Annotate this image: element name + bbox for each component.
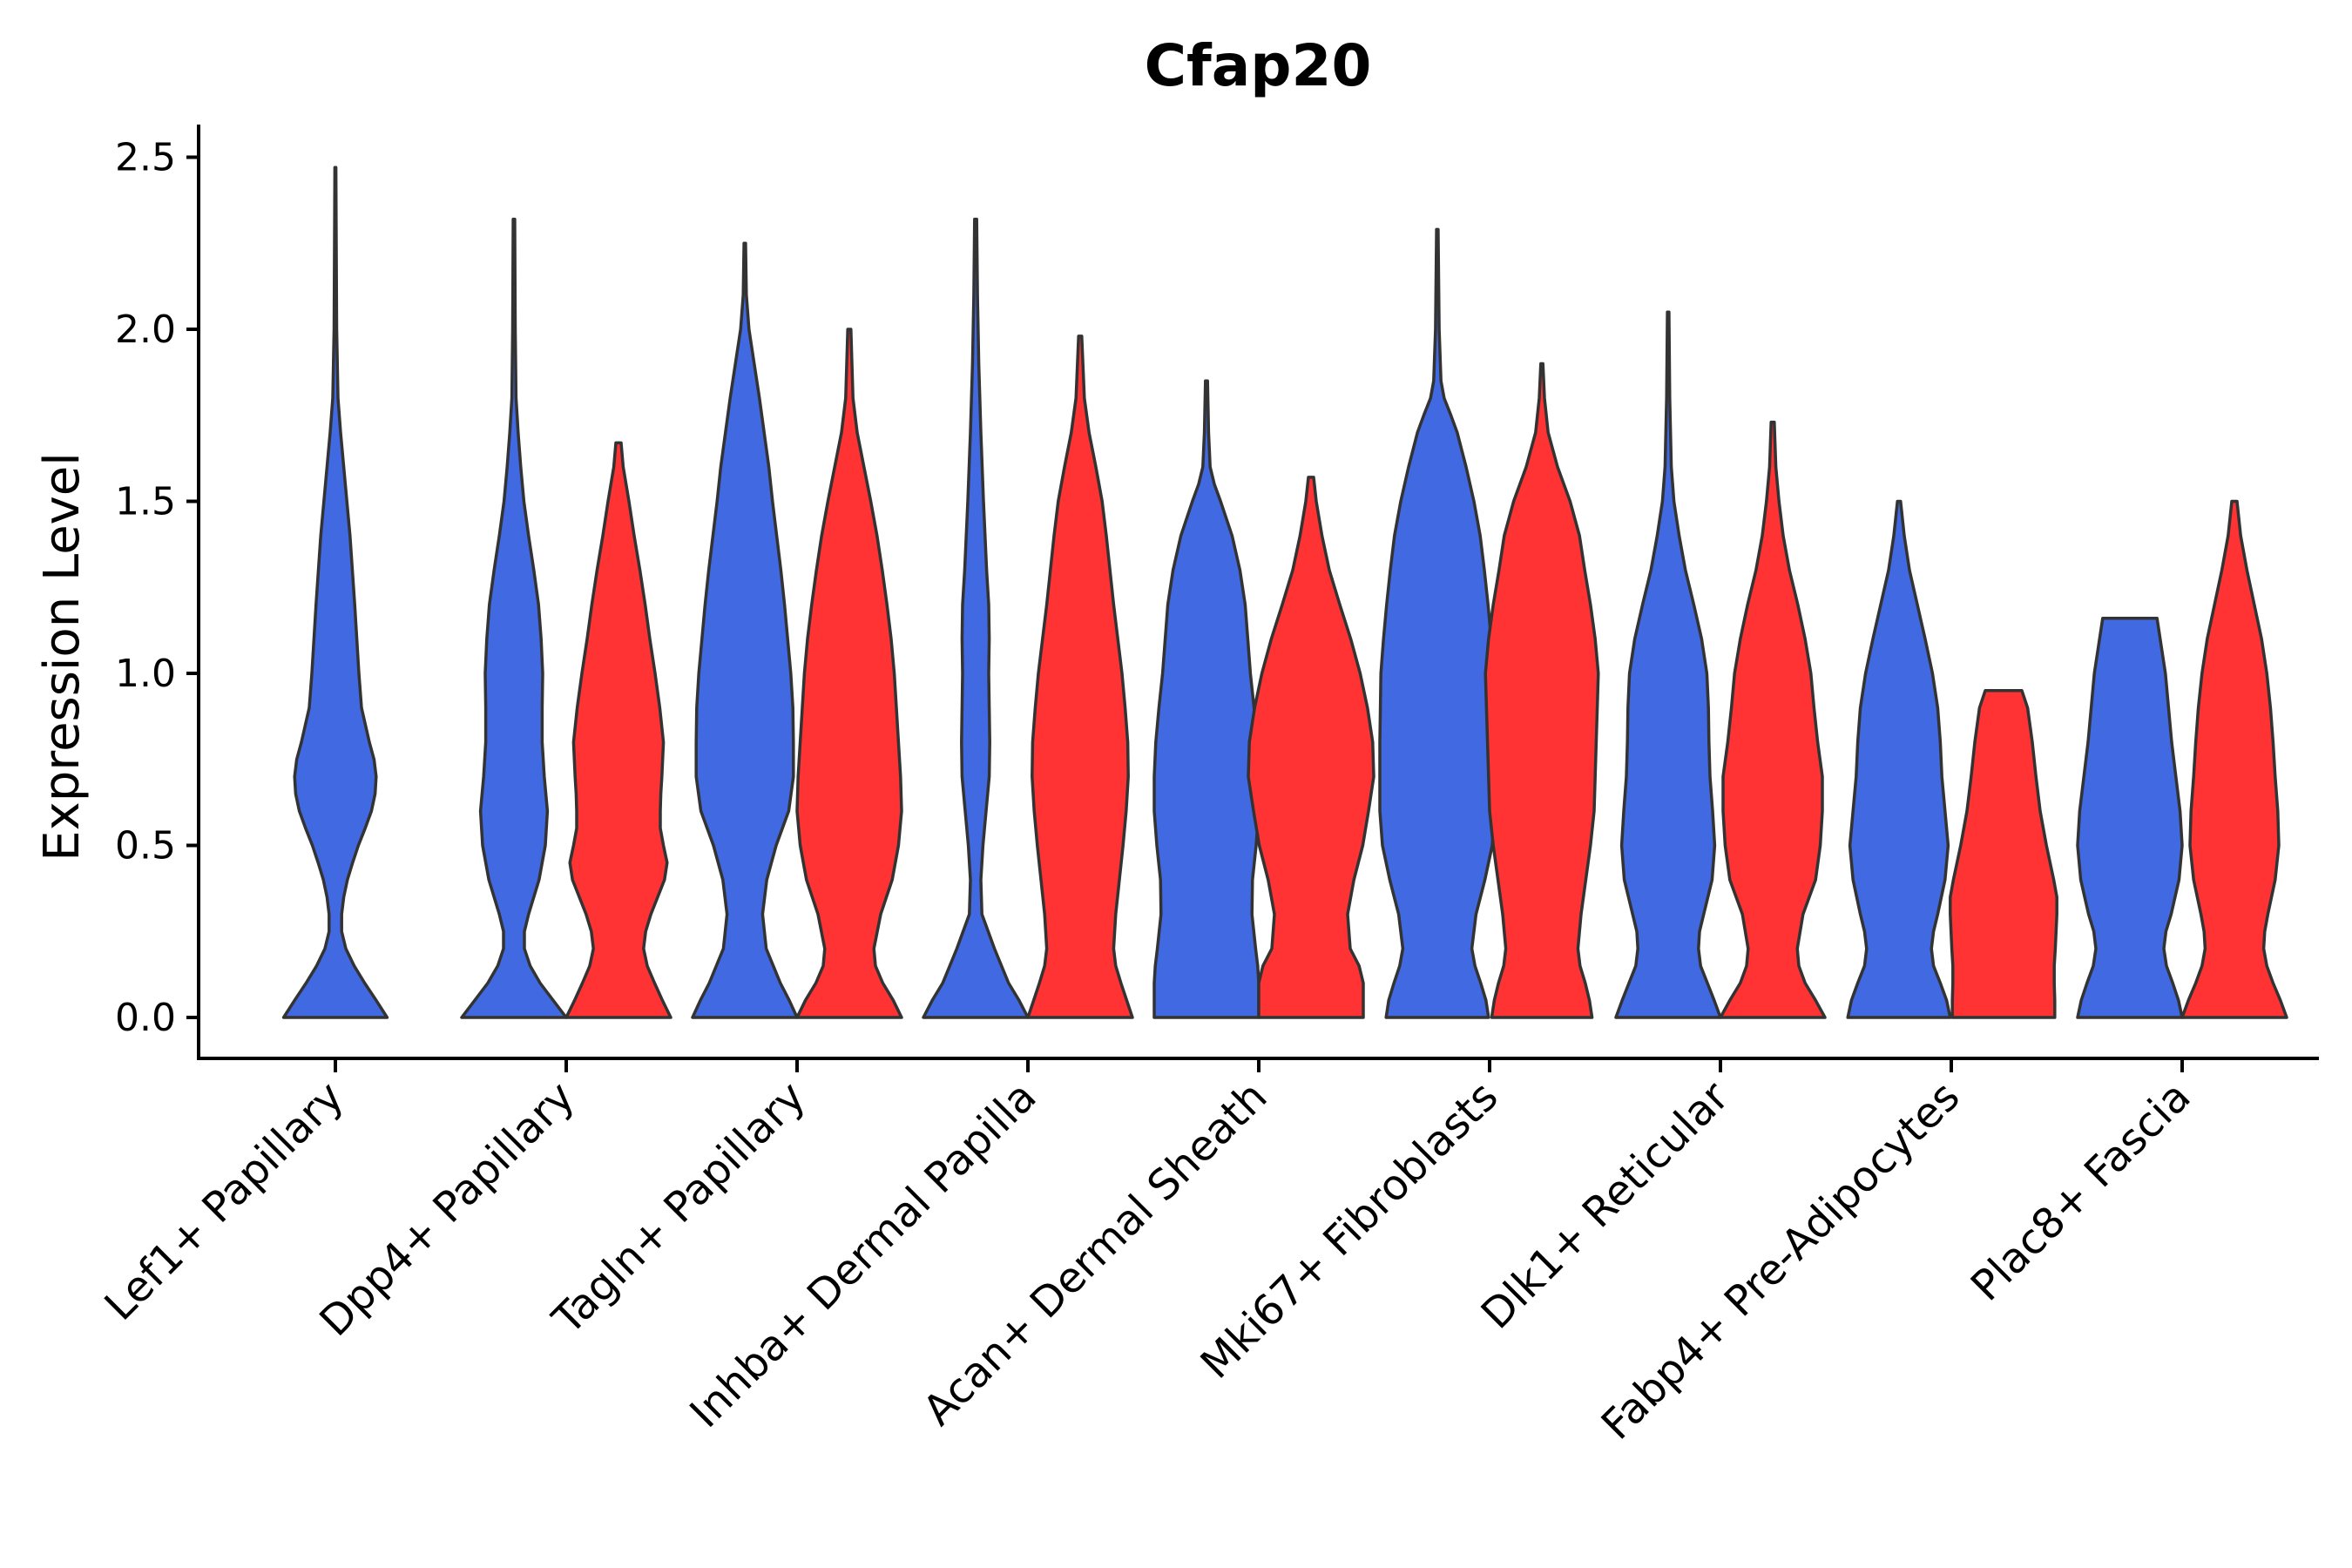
x-tick-label: Dpp4+ Papillary	[310, 1072, 584, 1346]
violin-red	[564, 441, 672, 1019]
x-tick-label: Lef1+ Papillary	[96, 1072, 354, 1330]
violin-blue	[1152, 379, 1260, 1019]
violin-red	[1484, 362, 1600, 1019]
y-axis-ticks: 0.0 0.5 1.0 1.5 2.0 2.5	[115, 136, 199, 1040]
violin-red	[1026, 335, 1134, 1019]
violin-blue	[922, 217, 1030, 1019]
violin-red	[2180, 499, 2288, 1019]
violin-series-group	[281, 166, 2288, 1019]
violin-blue	[460, 217, 568, 1019]
y-tick-label: 1.0	[115, 652, 176, 696]
y-axis-label: Expression Level	[34, 452, 91, 862]
violin-red	[795, 328, 903, 1019]
y-tick-label: 2.5	[115, 136, 176, 180]
violin-red	[1719, 420, 1827, 1019]
x-tick-label: Plac8+ Fascia	[1962, 1072, 2200, 1311]
y-tick-label: 0.0	[115, 996, 176, 1040]
violin-blue	[1378, 227, 1497, 1019]
x-tick-label: Tagln+ Papillary	[543, 1072, 814, 1344]
x-tick-label: Dlk1+ Reticular	[1472, 1072, 1739, 1339]
violin-blue	[2076, 617, 2184, 1019]
y-tick-label: 1.5	[115, 480, 176, 524]
violin-blue	[691, 241, 799, 1019]
violin-blue	[281, 166, 389, 1019]
violin-red	[1949, 689, 2058, 1019]
y-tick-label: 0.5	[115, 824, 176, 868]
chart-title: Cfap20	[1145, 32, 1372, 99]
violin-blue	[1614, 310, 1722, 1019]
violin-blue	[1846, 499, 1952, 1019]
y-tick-label: 2.0	[115, 308, 176, 352]
violin-red	[1247, 476, 1375, 1019]
